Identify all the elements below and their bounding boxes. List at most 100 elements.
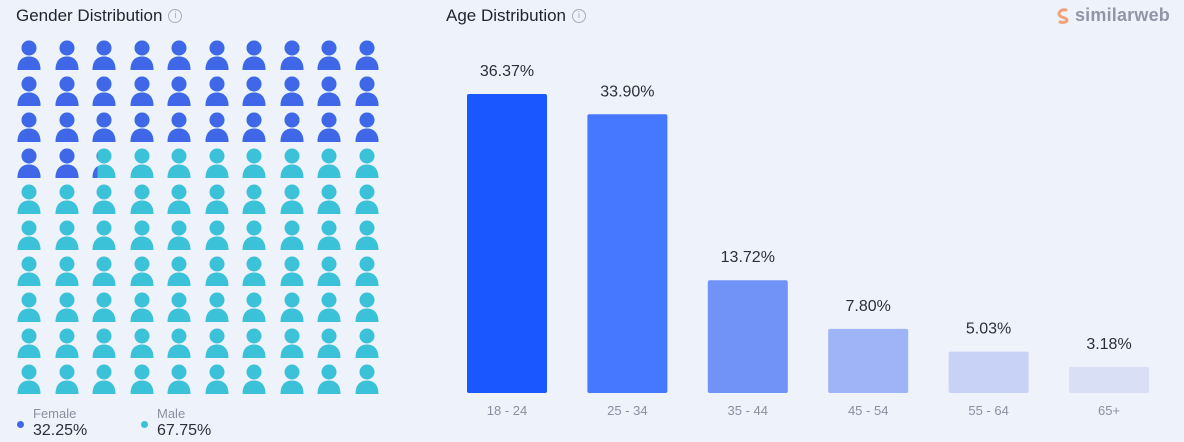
person-icon	[354, 328, 380, 359]
person-icon	[91, 220, 117, 251]
person-icon	[16, 328, 42, 359]
person-icon	[129, 220, 155, 251]
gender-distribution-title: Gender Distribution i	[16, 6, 183, 26]
bar-45-54[interactable]	[828, 328, 909, 393]
person-icon	[166, 328, 192, 359]
person-icon	[129, 148, 155, 179]
person-icon	[279, 112, 305, 143]
person-icon	[204, 328, 230, 359]
bar-value-label: 7.80%	[846, 298, 891, 315]
person-icon	[204, 148, 230, 179]
person-icon	[166, 112, 192, 143]
bar-18-24[interactable]	[467, 94, 547, 393]
person-icon	[354, 364, 380, 395]
person-icon	[91, 76, 117, 107]
male-label: Male	[157, 406, 186, 421]
person-icon	[354, 220, 380, 251]
person-icon	[316, 220, 342, 251]
info-icon[interactable]: i	[572, 9, 587, 23]
bar-55-64[interactable]	[948, 351, 1029, 393]
person-icon	[16, 292, 42, 323]
person-icon	[279, 256, 305, 287]
person-icon	[279, 220, 305, 251]
bar-value-label: 5.03%	[966, 321, 1011, 338]
person-icon	[279, 328, 305, 359]
person-icon	[16, 76, 42, 107]
similarweb-logo: similarweb	[1056, 5, 1170, 26]
person-icon	[354, 292, 380, 323]
legend-female: Female 32.25%	[17, 406, 87, 441]
person-icon	[166, 292, 192, 323]
person-icon	[129, 256, 155, 287]
person-icon	[54, 256, 80, 287]
person-icon	[54, 364, 80, 395]
female-value: 32.25%	[33, 422, 88, 439]
person-icon	[316, 256, 342, 287]
person-icon	[204, 76, 230, 107]
person-icon	[16, 256, 42, 287]
category-label: 35 - 44	[728, 403, 768, 418]
bar-25-34[interactable]	[587, 114, 668, 393]
person-icon	[91, 112, 117, 143]
person-icon	[129, 40, 155, 71]
category-label: 55 - 64	[968, 403, 1008, 418]
similarweb-logo-icon	[1057, 7, 1069, 24]
person-icon	[241, 76, 267, 107]
person-icon	[129, 112, 155, 143]
person-icon	[54, 112, 80, 143]
age-bar-chart: 36.37% 18 - 24 33.90% 25 - 34 13.72% 35 - 44 7…	[467, 63, 1149, 418]
gender-pictogram	[16, 40, 380, 394]
person-icon	[166, 148, 192, 179]
person-icon	[279, 292, 305, 323]
person-icon	[279, 76, 305, 107]
logo-text: similarweb	[1074, 5, 1170, 25]
bar-value-label: 36.37%	[480, 63, 534, 80]
person-icon	[241, 364, 267, 395]
person-icon	[204, 40, 230, 71]
person-icon	[16, 112, 42, 143]
person-icon	[54, 148, 80, 179]
gender-title-text: Gender Distribution	[16, 6, 163, 25]
bar-65[interactable]	[1069, 366, 1149, 393]
person-icon	[166, 40, 192, 71]
category-label: 25 - 34	[607, 403, 647, 418]
person-icon	[204, 292, 230, 323]
person-icon	[316, 112, 342, 143]
person-icon	[241, 112, 267, 143]
person-icon	[91, 184, 117, 215]
person-icon	[354, 184, 380, 215]
person-icon	[91, 40, 117, 71]
age-distribution-title: Age Distribution i	[446, 6, 587, 26]
legend-male: Male 67.75%	[141, 406, 211, 441]
person-icon	[316, 40, 342, 71]
person-icon	[279, 364, 305, 395]
person-icon	[316, 76, 342, 107]
person-icon	[16, 148, 42, 179]
person-icon	[241, 184, 267, 215]
info-icon[interactable]: i	[168, 9, 183, 23]
person-icon	[91, 292, 117, 323]
person-icon	[166, 76, 192, 107]
person-icon	[129, 292, 155, 323]
person-icon	[241, 328, 267, 359]
bar-value-label: 13.72%	[721, 249, 775, 266]
person-icon	[354, 256, 380, 287]
person-icon	[354, 40, 380, 71]
person-icon	[16, 184, 42, 215]
person-icon	[166, 256, 192, 287]
person-icon	[166, 220, 192, 251]
bar-35-44[interactable]	[707, 280, 788, 393]
person-icon	[54, 220, 80, 251]
person-icon	[16, 220, 42, 251]
person-icon	[91, 148, 117, 179]
category-label: 45 - 54	[848, 403, 888, 418]
person-icon	[241, 220, 267, 251]
person-icon	[54, 292, 80, 323]
person-icon	[54, 40, 80, 71]
person-icon	[354, 112, 380, 143]
bar-value-label: 33.90%	[600, 83, 654, 100]
category-label: 65+	[1098, 403, 1120, 418]
person-icon	[241, 40, 267, 71]
person-icon	[204, 364, 230, 395]
person-icon	[316, 148, 342, 179]
